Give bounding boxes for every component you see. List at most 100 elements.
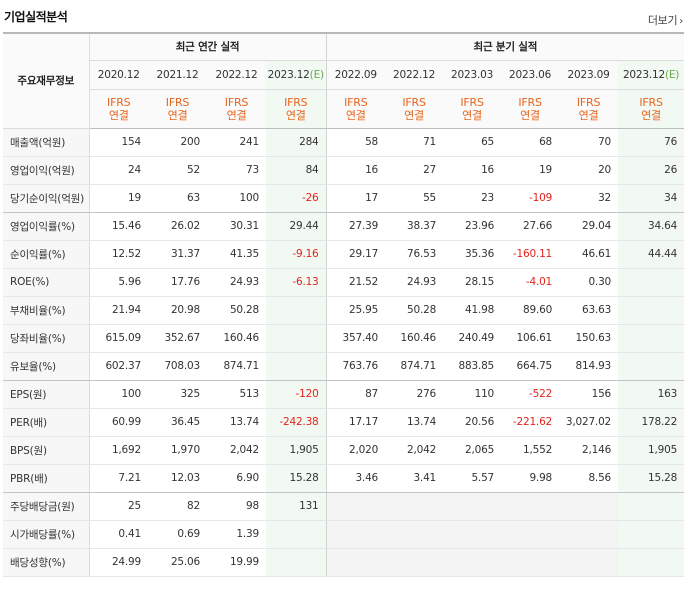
annual-group-header: 최근 연간 실적 — [89, 32, 327, 61]
consolidated-label: 연결 — [285, 108, 306, 122]
table-cell: 0.41 — [89, 520, 148, 549]
row-label: 주당배당금(원) — [3, 492, 90, 521]
table-cell: 16 — [443, 156, 502, 185]
table-cell: -120 — [266, 380, 327, 409]
section-title: 기업실적분석 — [4, 10, 68, 24]
ifrs-header: IFRS 연결 — [207, 89, 266, 129]
table-row: PBR(배) 7.21 12.03 6.90 15.28 3.46 3.41 5.57 9.98… — [3, 464, 685, 493]
row-label: 유보율(%) — [3, 352, 90, 381]
more-link[interactable]: 더보기 › — [648, 12, 683, 28]
table-cell: 24 — [89, 156, 148, 185]
table-cell: -522 — [501, 380, 560, 409]
ifrs-header: IFRS 연결 — [618, 89, 685, 129]
row-label: 당기순이익(억원) — [3, 184, 90, 213]
table-cell: 763.76 — [325, 352, 386, 381]
ifrs-header: IFRS 연결 — [501, 89, 560, 129]
table-cell — [618, 352, 685, 381]
row-label: PBR(배) — [3, 464, 90, 493]
table-row: 부채비율(%) 21.94 20.98 50.28 25.95 50.28 41.98 89.… — [3, 296, 685, 325]
table-cell — [618, 548, 685, 577]
estimate-mark: (E) — [664, 68, 680, 81]
table-row: 시가배당률(%) 0.41 0.69 1.39 — [3, 520, 685, 549]
table-cell: 16 — [325, 156, 386, 185]
table-cell: 29.17 — [325, 240, 386, 269]
table-cell: -109 — [501, 184, 560, 213]
table-cell: 17.17 — [325, 408, 386, 437]
table-cell — [385, 520, 444, 549]
consolidated-label: 연결 — [345, 108, 366, 122]
table-cell: 602.37 — [89, 352, 148, 381]
table-cell: 874.71 — [207, 352, 266, 381]
table-row: 배당성향(%) 24.99 25.06 19.99 — [3, 548, 685, 577]
table-cell: 32 — [559, 184, 619, 213]
consolidated-label: 연결 — [578, 108, 599, 122]
table-cell: 110 — [443, 380, 502, 409]
table-cell: 5.96 — [89, 268, 148, 297]
consolidated-label: 연결 — [108, 108, 129, 122]
table-cell: 2,065 — [443, 436, 502, 465]
period-label: 2022.09 — [334, 68, 377, 81]
consolidated-label: 연결 — [404, 108, 424, 122]
table-cell: 20.98 — [148, 296, 207, 325]
period-header: 2021.12 — [148, 60, 207, 90]
table-cell: 31.37 — [148, 240, 207, 269]
table-cell — [443, 548, 502, 577]
table-cell: 50.28 — [385, 296, 444, 325]
row-label: 매출액(억원) — [3, 128, 90, 157]
period-label: 2020.12 — [97, 68, 140, 81]
table-cell: 71 — [385, 128, 444, 157]
table-cell: 52 — [148, 156, 207, 185]
table-row: 영업이익(억원) 24 52 73 84 16 27 16 19 20 26 — [3, 156, 685, 185]
ifrs-label: IFRS — [284, 95, 308, 109]
table-cell: 36.45 — [148, 408, 207, 437]
table-cell: 25.06 — [148, 548, 207, 577]
table-cell — [443, 492, 502, 521]
table-cell: 23 — [443, 184, 502, 213]
table-cell: 3,027.02 — [559, 408, 619, 437]
table-cell: 73 — [207, 156, 266, 185]
table-cell: 814.93 — [559, 352, 619, 381]
table-cell — [559, 548, 619, 577]
table-cell: -26 — [266, 184, 327, 213]
table-cell: 12.03 — [148, 464, 207, 493]
consolidated-label: 연결 — [226, 108, 247, 122]
row-label: 영업이익률(%) — [3, 212, 90, 241]
table-cell: 352.67 — [148, 324, 207, 353]
table-cell — [266, 548, 327, 577]
consolidated-label: 연결 — [641, 108, 661, 122]
table-cell: 3.41 — [385, 464, 444, 493]
ifrs-label: IFRS — [165, 95, 190, 109]
period-label: 2023.12 — [267, 68, 310, 81]
more-label: 더보기 — [647, 14, 678, 27]
ifrs-header: IFRS 연결 — [148, 89, 207, 129]
table-cell: -9.16 — [266, 240, 327, 269]
ifrs-label: IFRS — [344, 95, 368, 109]
table-cell: 1,552 — [501, 436, 560, 465]
table-cell: 17.76 — [148, 268, 207, 297]
table-cell: 100 — [207, 184, 266, 213]
ifrs-label: IFRS — [224, 95, 249, 109]
table-cell: 241 — [207, 128, 266, 157]
table-cell: 27.39 — [325, 212, 386, 241]
row-label: EPS(원) — [3, 380, 90, 409]
table-cell: 6.90 — [207, 464, 266, 493]
table-cell: 284 — [266, 128, 327, 157]
period-label: 2023.03 — [451, 68, 494, 81]
table-cell: 82 — [148, 492, 207, 521]
table-cell: 89.60 — [501, 296, 560, 325]
table-cell: 68 — [501, 128, 560, 157]
period-label: 2023.06 — [509, 68, 552, 81]
table-cell: 60.99 — [89, 408, 148, 437]
table-cell: 25 — [89, 492, 148, 521]
period-label: 2023.12 — [622, 68, 665, 81]
table-cell: 19.99 — [207, 548, 266, 577]
table-cell: 131 — [266, 492, 327, 521]
table-cell: 76.53 — [385, 240, 444, 269]
financial-table: 주요재무정보 최근 연간 실적 최근 분기 실적 2020.12 2021.12 2… — [3, 32, 685, 577]
table-cell: 874.71 — [385, 352, 444, 381]
table-cell: 44.44 — [618, 240, 685, 269]
table-cell: 46.61 — [559, 240, 619, 269]
table-row: 매출액(억원) 154 200 241 284 58 71 65 68 70 76 — [3, 128, 685, 157]
table-cell: 12.52 — [89, 240, 148, 269]
table-cell — [618, 492, 685, 521]
